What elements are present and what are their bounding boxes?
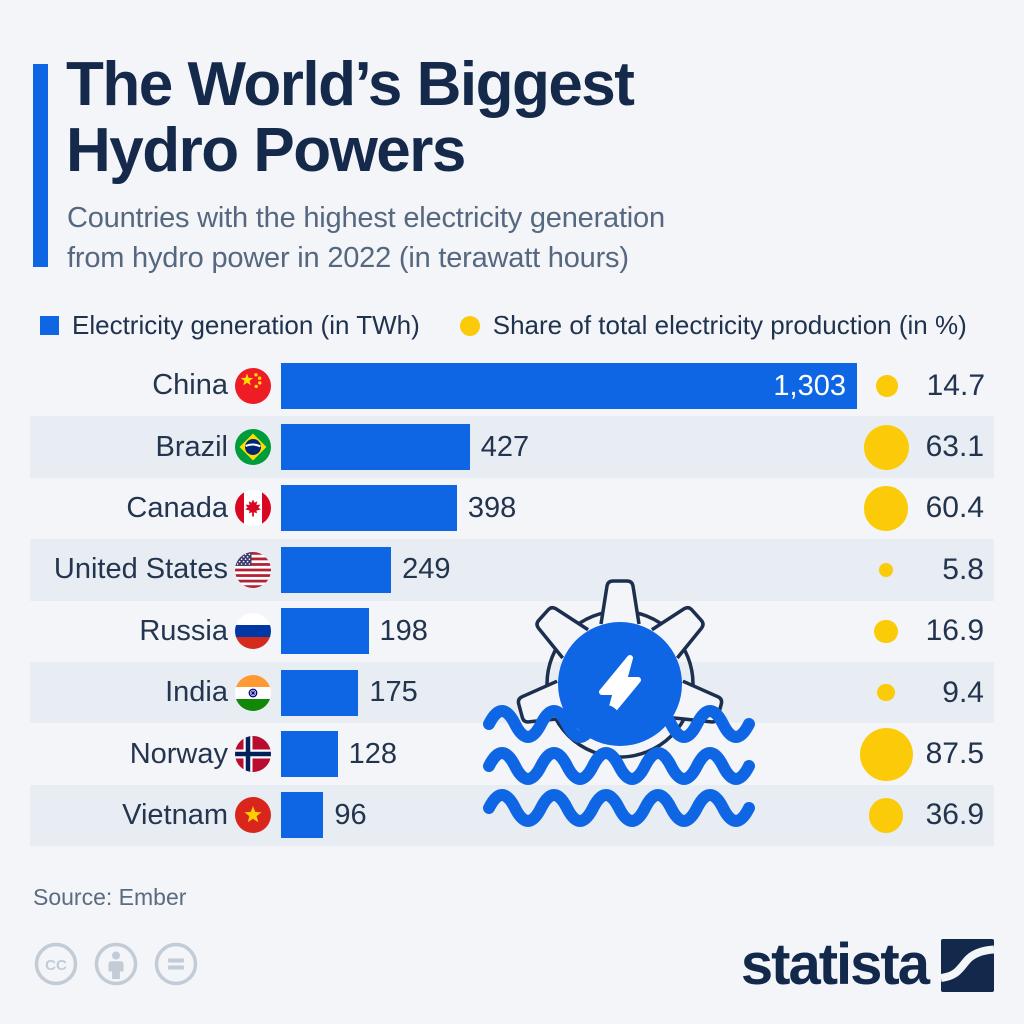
generation-bar	[281, 792, 324, 839]
flag-norway-icon	[235, 736, 271, 773]
statista-brand[interactable]: statista	[741, 936, 994, 994]
country-label: Brazil	[155, 430, 228, 463]
share-value: 14.7	[926, 368, 985, 402]
share-value: 63.1	[925, 430, 984, 464]
share-value: 60.4	[925, 491, 984, 525]
equals-icon[interactable]	[153, 941, 199, 987]
bar-track: 96	[281, 785, 856, 846]
statista-logo-icon	[941, 938, 994, 992]
generation-value: 398	[467, 491, 517, 524]
share-dot-cell	[856, 486, 916, 531]
bar-chart: China 1,303 14.7 Brazil 427 63.1 Canada 398 60.4…	[30, 355, 994, 847]
title-line-1: The World’s Biggest	[66, 50, 635, 119]
share-dot-cell	[856, 619, 916, 643]
page-subtitle: Countries with the highest electricity g…	[67, 198, 665, 278]
generation-value: 128	[348, 737, 397, 770]
blue-square-swatch-icon	[40, 316, 59, 335]
chart-row-norway: Norway 128 87.5	[30, 723, 994, 784]
generation-value: 1,303	[773, 369, 846, 402]
subtitle-line-1: Countries with the highest electricity g…	[67, 202, 665, 234]
share-dot-cell	[856, 424, 916, 470]
flag-vietnam-icon	[235, 797, 271, 834]
generation-bar	[281, 546, 392, 593]
generation-bar	[281, 669, 359, 716]
bar-track: 198	[281, 601, 856, 662]
legend-generation-label: Electricity generation (in TWh)	[72, 310, 420, 340]
flag-brazil-icon	[235, 429, 271, 466]
generation-bar	[281, 608, 369, 655]
country-label: Vietnam	[122, 798, 228, 831]
cc-icon[interactable]: CC	[33, 941, 79, 987]
share-dot	[868, 798, 904, 833]
generation-value: 175	[369, 676, 418, 709]
flag-china-icon	[235, 367, 271, 404]
share-dot	[859, 727, 913, 781]
country-label: Russia	[139, 614, 228, 647]
share-dot	[879, 563, 893, 577]
share-dot	[876, 374, 898, 397]
source-label: Source: Ember	[33, 884, 187, 910]
flag-russia-icon	[235, 613, 271, 650]
share-dot	[863, 424, 909, 470]
share-value: 36.9	[925, 798, 984, 832]
legend-item-generation: Electricity generation (in TWh)	[40, 310, 420, 341]
bar-track: 398	[281, 478, 856, 539]
svg-text:CC: CC	[45, 957, 67, 974]
country-label: Norway	[129, 737, 228, 770]
chart-row-vietnam: Vietnam 96 36.9	[30, 784, 994, 847]
chart-legend: Electricity generation (in TWh) Share of…	[40, 310, 967, 341]
share-dot-cell	[857, 374, 917, 397]
generation-bar	[281, 731, 338, 778]
title-accent-bar	[33, 64, 48, 267]
country-label: India	[165, 676, 228, 709]
generation-value: 249	[402, 553, 451, 586]
country-label: China	[152, 369, 228, 402]
share-value: 5.8	[942, 552, 984, 586]
share-value: 16.9	[925, 614, 984, 648]
share-dot-cell	[856, 563, 916, 577]
bar-track: 128	[281, 723, 856, 784]
share-value: 87.5	[925, 737, 984, 771]
flag-canada-icon	[235, 490, 271, 527]
share-dot-cell	[856, 798, 916, 833]
title-line-2: Hydro Powers	[66, 116, 466, 186]
share-dot	[874, 619, 898, 643]
country-label: United States	[53, 553, 228, 586]
bar-track: 427	[281, 416, 856, 477]
chart-row-brazil: Brazil 427 63.1	[30, 416, 994, 478]
chart-row-india: India 175 9.4	[30, 661, 994, 724]
page-title: The World’s Biggest Hydro Powers	[66, 50, 635, 186]
legend-share-label: Share of total electricity production (i…	[492, 310, 967, 340]
subtitle-line-2: from hydro power in 2022 (in terawatt ho…	[67, 242, 629, 275]
flag-usa-icon	[235, 551, 271, 588]
bar-track: 1,303	[281, 355, 857, 416]
attribution-person-icon[interactable]	[93, 941, 139, 987]
chart-row-china: China 1,303 14.7	[30, 355, 994, 416]
share-dot	[877, 683, 895, 702]
share-dot	[863, 486, 909, 531]
flag-india-icon	[235, 674, 271, 711]
generation-value: 198	[379, 614, 428, 647]
generation-bar	[281, 485, 457, 532]
yellow-dot-swatch-icon	[459, 315, 480, 336]
chart-row-usa: United States 249 5.8	[30, 539, 994, 601]
generation-value: 96	[334, 798, 367, 831]
generation-bar: 1,303	[281, 362, 857, 409]
chart-row-russia: Russia 198 16.9	[30, 601, 994, 662]
bar-track: 249	[281, 539, 856, 600]
generation-value: 427	[480, 430, 530, 463]
license-icons: CC	[33, 941, 199, 987]
generation-bar	[281, 424, 470, 471]
share-value: 9.4	[942, 675, 984, 709]
legend-item-share: Share of total electricity production (i…	[459, 310, 967, 341]
share-dot-cell	[856, 727, 916, 781]
share-dot-cell	[856, 683, 916, 702]
bar-track: 175	[281, 662, 856, 723]
country-label: Canada	[126, 491, 228, 524]
chart-row-canada: Canada 398 60.4	[30, 478, 994, 539]
statista-wordmark: statista	[740, 932, 930, 997]
